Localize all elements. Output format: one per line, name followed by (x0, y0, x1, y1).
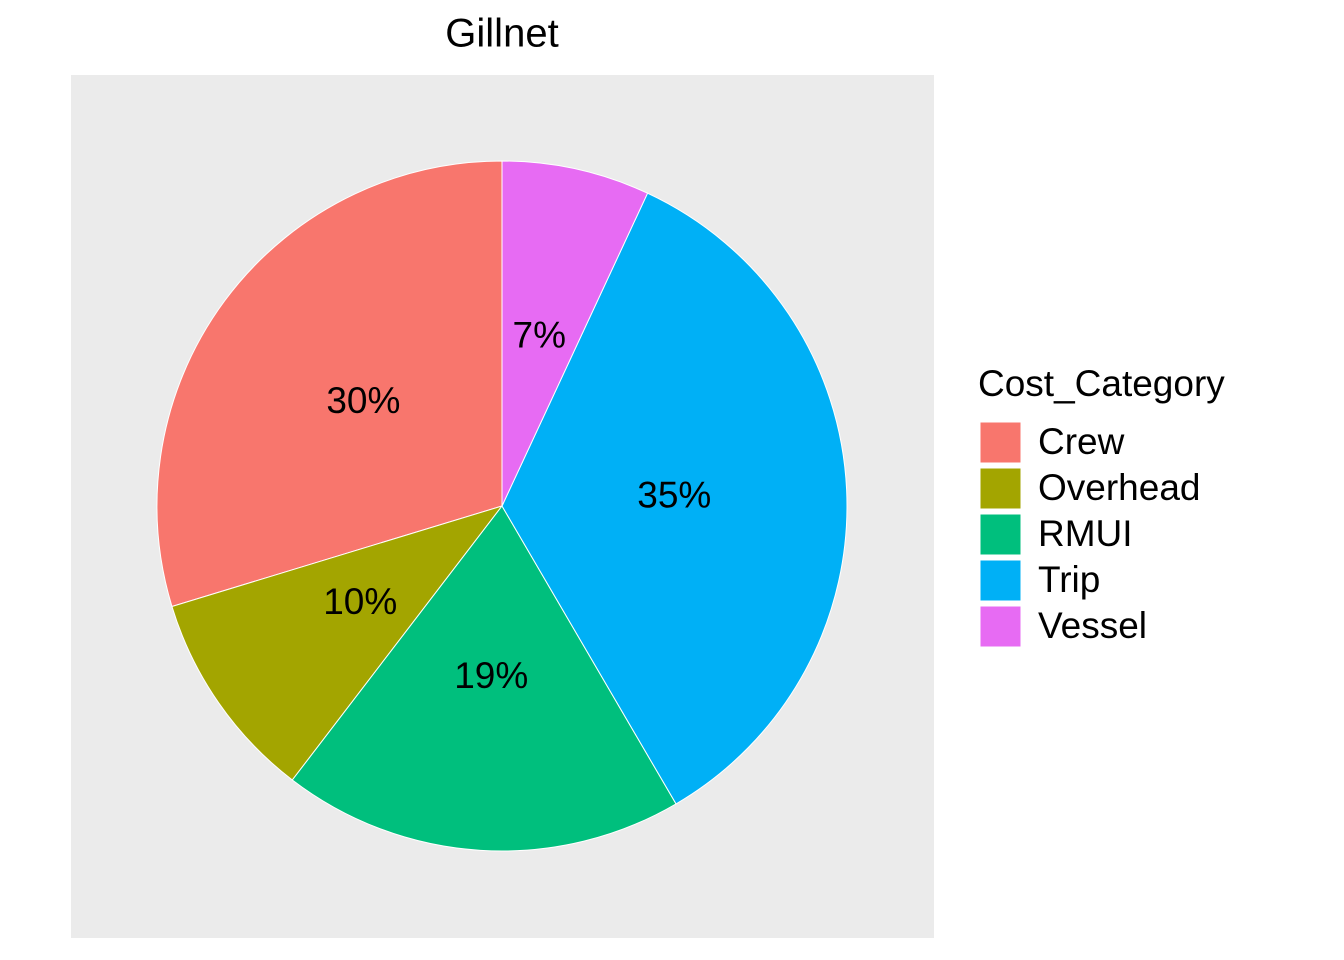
chart-title: Gillnet (445, 12, 558, 56)
slice-label: 10% (323, 581, 397, 622)
legend-label: Crew (1038, 421, 1125, 462)
slice-label: 19% (454, 655, 528, 696)
pie-slice (291, 505, 677, 852)
legend-label: RMUI (1038, 513, 1133, 554)
pie-slice (171, 505, 504, 781)
slice-label: 30% (326, 380, 400, 421)
legend-key (979, 421, 1022, 464)
legend-label: Overhead (1038, 467, 1201, 508)
legend-label: Trip (1038, 559, 1100, 600)
legend-key (979, 467, 1022, 510)
slice-label: 7% (513, 314, 566, 355)
pie-slice (501, 160, 649, 507)
legend-key (979, 513, 1022, 556)
legend-key (979, 605, 1022, 648)
legend-key (979, 559, 1022, 602)
legend-title: Cost_Category (978, 363, 1225, 404)
pie-slice (501, 192, 848, 805)
legend-label: Vessel (1038, 605, 1147, 646)
slice-label: 35% (637, 475, 711, 516)
pie-slice (156, 160, 503, 608)
